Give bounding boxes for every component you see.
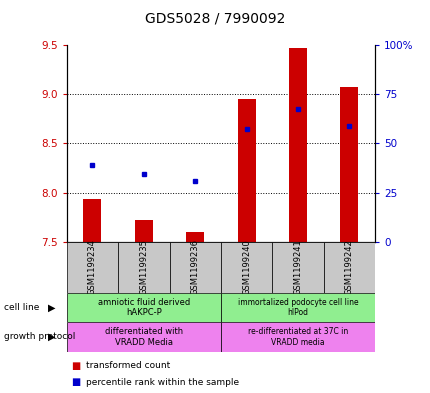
Bar	[67, 322, 221, 352]
Bar	[237, 99, 255, 242]
Text: ▶: ▶	[48, 303, 55, 312]
Text: ▶: ▶	[48, 332, 55, 342]
Text: amniotic fluid derived
hAKPC-P: amniotic fluid derived hAKPC-P	[98, 298, 190, 317]
Text: percentile rank within the sample: percentile rank within the sample	[86, 378, 239, 387]
Text: GSM1199235: GSM1199235	[139, 239, 148, 295]
Text: ■: ■	[71, 377, 80, 387]
Bar	[118, 242, 169, 293]
Text: GSM1199242: GSM1199242	[344, 239, 353, 295]
Bar	[186, 232, 204, 242]
Text: GSM1199234: GSM1199234	[88, 239, 97, 295]
Text: re-differentiated at 37C in
VRADD media: re-differentiated at 37C in VRADD media	[247, 327, 347, 347]
Text: transformed count: transformed count	[86, 361, 170, 370]
Bar	[340, 87, 357, 242]
Text: growth protocol: growth protocol	[4, 332, 76, 342]
Bar	[220, 242, 272, 293]
Text: immortalized podocyte cell line
hIPod: immortalized podocyte cell line hIPod	[237, 298, 357, 317]
Text: cell line: cell line	[4, 303, 40, 312]
Bar	[323, 242, 374, 293]
Text: GSM1199236: GSM1199236	[190, 239, 199, 295]
Text: differentiated with
VRADD Media: differentiated with VRADD Media	[104, 327, 182, 347]
Bar	[135, 220, 153, 242]
Bar	[272, 242, 323, 293]
Bar	[67, 242, 118, 293]
Bar	[67, 293, 221, 322]
Bar	[169, 242, 220, 293]
Bar	[220, 322, 374, 352]
Bar	[83, 199, 101, 242]
Text: GDS5028 / 7990092: GDS5028 / 7990092	[145, 12, 285, 26]
Text: ■: ■	[71, 361, 80, 371]
Text: GSM1199241: GSM1199241	[293, 239, 302, 295]
Bar	[220, 293, 374, 322]
Bar	[288, 48, 306, 242]
Text: GSM1199240: GSM1199240	[242, 239, 251, 295]
